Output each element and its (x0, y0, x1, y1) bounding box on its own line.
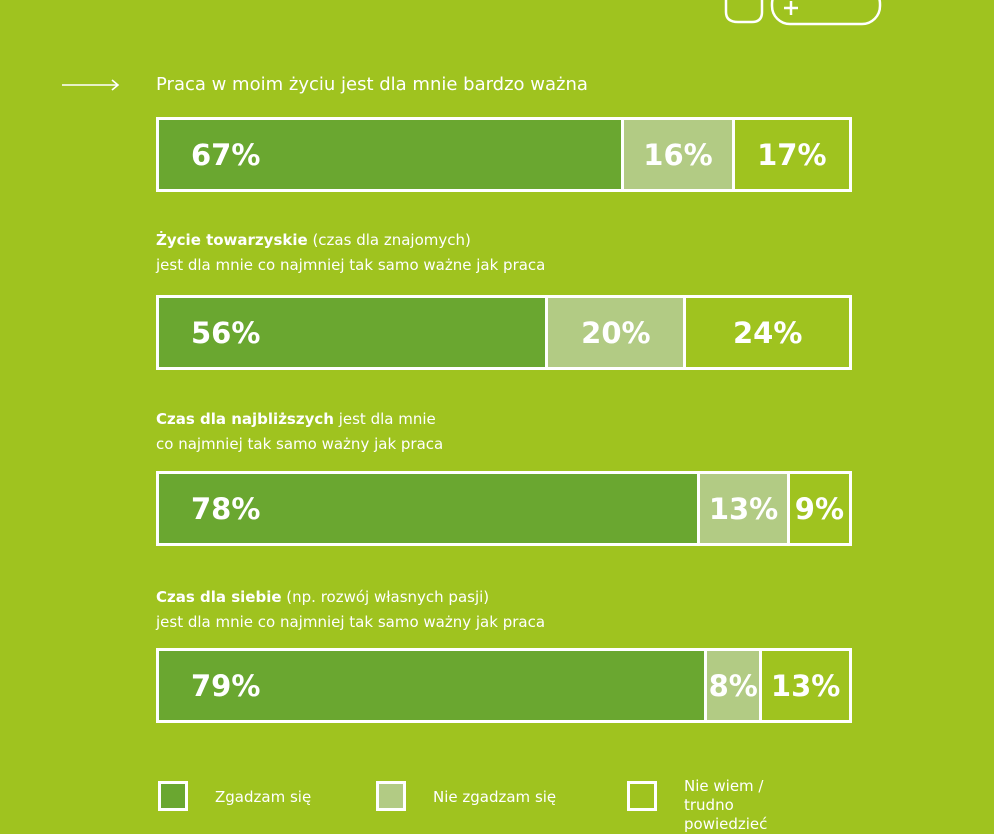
question-text: co najmniej tak samo ważny jak praca (156, 435, 444, 453)
question-text: (czas dla znajomych) (307, 231, 471, 249)
stacked-bar: 79% 8% 13% (156, 648, 852, 723)
question-text: Praca w moim życiu jest dla mnie bardzo … (156, 74, 588, 95)
legend-label: Nie zgadzam się (433, 788, 557, 806)
value-label: 13% (708, 491, 779, 526)
question-text: Życie towarzyskie (156, 231, 308, 249)
value-label: 24% (732, 315, 803, 350)
question-line: Praca w moim życiu jest dla mnie bardzo … (156, 72, 588, 97)
question: Czas dla siebie (np. rozwój własnych pas… (156, 585, 545, 635)
bar-segment: 79% (159, 651, 705, 720)
legend-swatch (376, 781, 406, 811)
question-line: Czas dla najbliższych jest dla mnie (156, 407, 443, 432)
bar-segment: 13% (759, 651, 849, 720)
question: Życie towarzyskie (czas dla znajomych) je… (156, 228, 545, 278)
bar-segment: 78% (159, 474, 698, 543)
question-text: jest dla mnie co najmniej tak samo ważny… (156, 613, 546, 631)
bar-segment: 13% (697, 474, 787, 543)
value-label: 17% (757, 137, 827, 172)
value-label: 9% (794, 491, 845, 526)
value-label: 13% (770, 668, 841, 703)
value-label: 67% (191, 137, 261, 172)
stacked-bar: 67% 16% 17% (156, 117, 852, 192)
bar-segment: 20% (545, 298, 684, 367)
question-text: Czas dla siebie (156, 588, 282, 606)
value-label: 79% (191, 668, 261, 703)
value-label: 56% (191, 315, 261, 350)
legend-swatch (627, 781, 657, 811)
question-line: co najmniej tak samo ważny jak praca (156, 432, 443, 457)
value-label: 8% (708, 668, 758, 703)
controller-icon (724, 0, 882, 26)
value-label: 16% (643, 137, 713, 172)
question-line: jest dla mnie co najmniej tak samo ważny… (156, 610, 545, 635)
bar-segment: 56% (159, 298, 546, 367)
question-line: Życie towarzyskie (czas dla znajomych) (156, 228, 545, 253)
bar-segment: 67% (159, 120, 622, 189)
question-text: (np. rozwój własnych pasji) (281, 588, 490, 606)
value-label: 20% (581, 315, 651, 350)
value-label: 78% (191, 491, 261, 526)
bar-segment: 8% (704, 651, 760, 720)
bar-segment: 17% (731, 120, 849, 189)
legend-label: Nie wiem / trudno powiedzieć (684, 777, 768, 833)
question-text: jest dla mnie (333, 410, 436, 428)
stacked-bar: 56% 20% 24% (156, 295, 852, 370)
legend-label: Zgadzam się (215, 788, 312, 806)
bar-segment: 9% (786, 474, 849, 543)
bar-segment: 24% (683, 298, 849, 367)
question: Czas dla najbliższych jest dla mnie co na… (156, 407, 443, 457)
legend-swatch (158, 781, 188, 811)
question-text: jest dla mnie co najmniej tak samo ważne… (156, 256, 546, 274)
arrow (62, 79, 120, 91)
question-line: jest dla mnie co najmniej tak samo ważne… (156, 253, 545, 278)
question-line: Czas dla siebie (np. rozwój własnych pas… (156, 585, 545, 610)
bar-segment: 16% (621, 120, 732, 189)
question: Praca w moim życiu jest dla mnie bardzo … (156, 72, 588, 97)
question-text: Czas dla najbliższych (156, 410, 334, 428)
stacked-bar: 78% 13% 9% (156, 471, 852, 546)
